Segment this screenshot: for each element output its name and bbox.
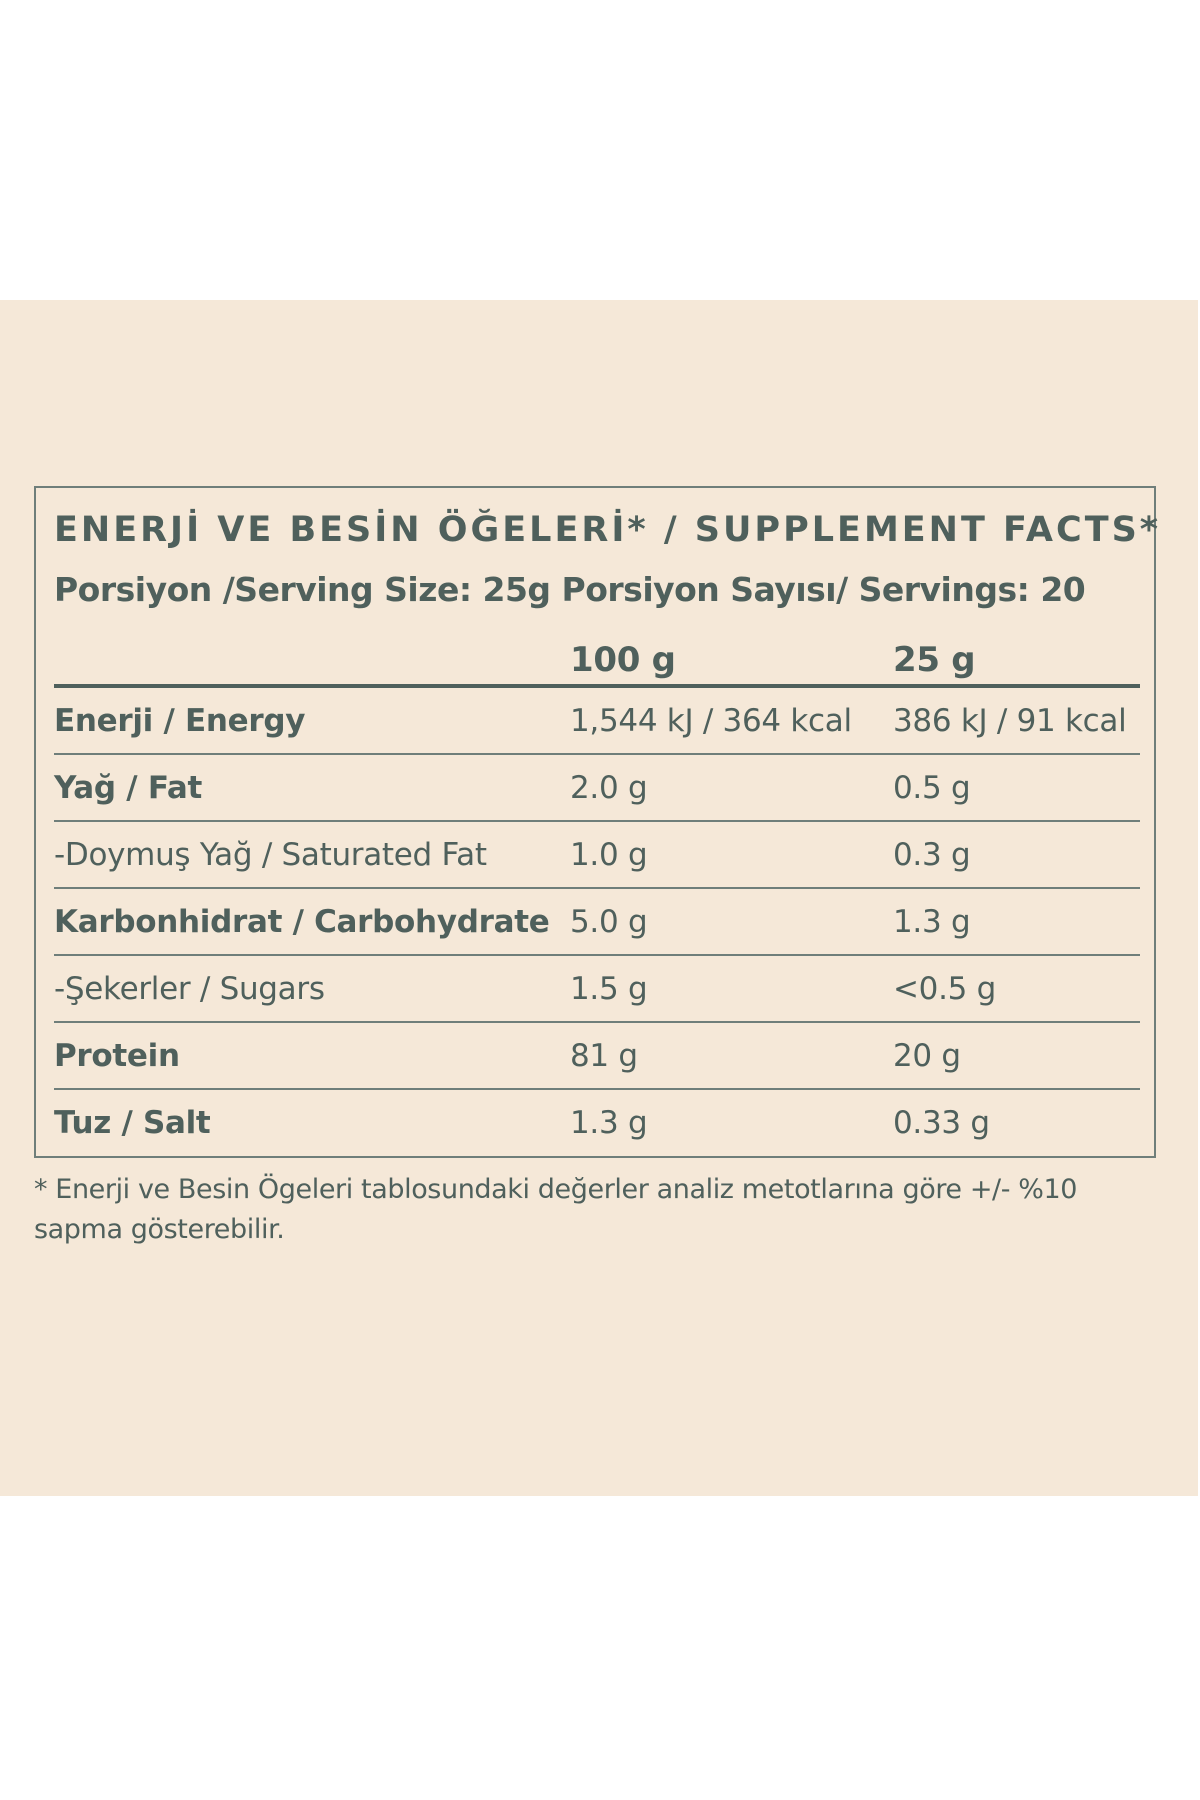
table-cell: 1.5 g <box>570 970 648 1007</box>
table-cell: 0.3 g <box>893 836 971 873</box>
table-cell: 5.0 g <box>570 903 648 940</box>
table-cell: Enerji / Energy <box>54 702 306 739</box>
table-row: Tuz / Salt 1.3 g 0.33 g <box>54 1090 1140 1155</box>
serving: Porsiyon /Serving Size: 25g Porsiyon Say… <box>54 570 1086 609</box>
table-cell: 81 g <box>570 1037 638 1074</box>
header-cell: 25 g <box>893 640 976 680</box>
table-cell: Tuz / Salt <box>54 1104 211 1141</box>
table-cell: 1.3 g <box>893 903 971 940</box>
table-cell: Karbonhidrat / Carbohydrate <box>54 903 550 940</box>
table-cell: 2.0 g <box>570 769 648 806</box>
header-row: 100 g 25 g <box>54 636 1140 688</box>
header-cell: 100 g <box>570 640 676 680</box>
table-cell: <0.5 g <box>893 970 997 1007</box>
table-cell: -Doymuş Yağ / Saturated Fat <box>54 836 487 873</box>
table-cell: -Şekerler / Sugars <box>54 970 325 1007</box>
table-row: Yağ / Fat 2.0 g 0.5 g <box>54 755 1140 822</box>
facts-box: ENERJİ VE BESİN ÖĞELERİ* / SUPPLEMENT FA… <box>34 486 1158 1158</box>
table-cell: 0.33 g <box>893 1104 990 1141</box>
table-row: Enerji / Energy 1,544 kJ / 364 kcal 386 kJ… <box>54 688 1140 755</box>
table-cell: 1.0 g <box>570 836 648 873</box>
table-row: Protein 81 g 20 g <box>54 1023 1140 1090</box>
table-cell: 20 g <box>893 1037 961 1074</box>
table-cell: 1,544 kJ / 364 kcal <box>570 702 852 739</box>
table-cell: 386 kJ / 91 kcal <box>893 702 1127 739</box>
table-row: -Doymuş Yağ / Saturated Fat 1.0 g 0.3 g <box>54 822 1140 889</box>
footnote: * Enerji ve Besin Ögeleri tablosundaki d… <box>34 1174 1078 1245</box>
table-row: -Şekerler / Sugars 1.5 g <0.5 g <box>54 956 1140 1023</box>
facts-table: 100 g 25 g Enerji / Energy 1,544 kJ / 364… <box>54 636 1140 1155</box>
table-row: Karbonhidrat / Carbohydrate 5.0 g 1.3 g <box>54 889 1140 956</box>
table-cell: 0.5 g <box>893 769 971 806</box>
table-cell: Yağ / Fat <box>54 769 203 806</box>
label-panel: ENERJİ VE BESİN ÖĞELERİ* / SUPPLEMENT FA… <box>0 300 1198 1496</box>
table-cell: Protein <box>54 1037 180 1074</box>
title: ENERJİ VE BESİN ÖĞELERİ* / SUPPLEMENT FA… <box>54 510 1162 550</box>
table-cell: 1.3 g <box>570 1104 648 1141</box>
